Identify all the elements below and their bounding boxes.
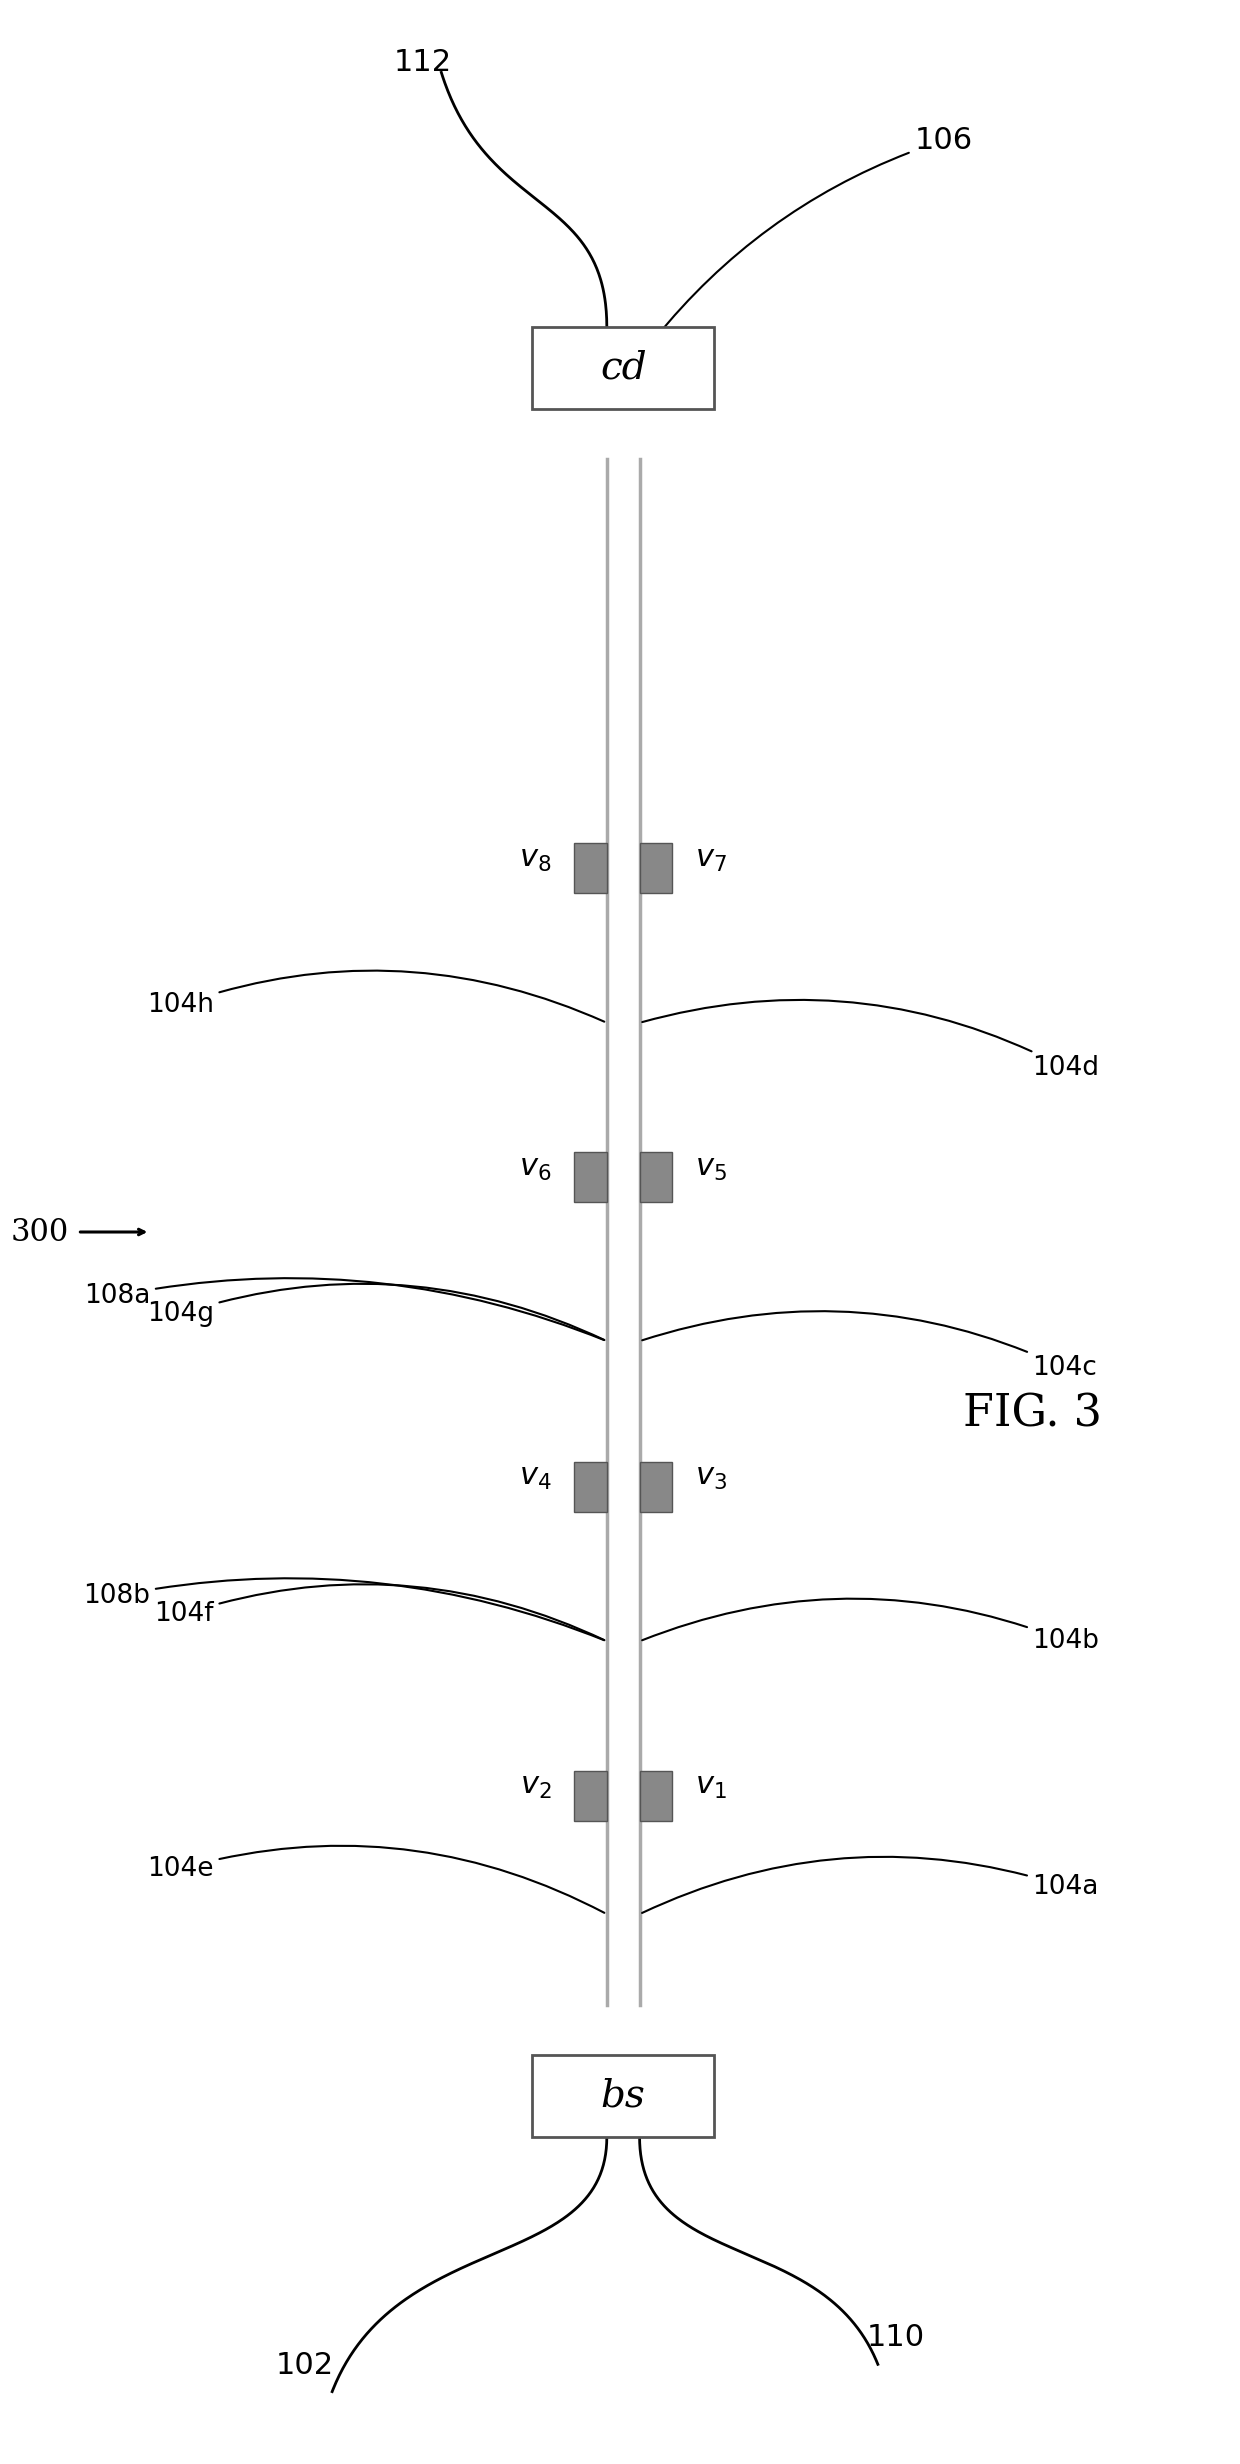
Text: 108a: 108a <box>84 1279 604 1340</box>
FancyBboxPatch shape <box>532 328 714 409</box>
Text: 108b: 108b <box>83 1579 604 1641</box>
Text: 104b: 104b <box>642 1599 1100 1653</box>
Text: 110: 110 <box>867 2324 925 2353</box>
FancyBboxPatch shape <box>640 843 672 894</box>
Text: bs: bs <box>600 2077 646 2114</box>
FancyBboxPatch shape <box>640 1461 672 1513</box>
FancyBboxPatch shape <box>574 1772 606 1821</box>
Text: cd: cd <box>600 350 646 387</box>
FancyBboxPatch shape <box>574 1153 606 1202</box>
Text: FIG. 3: FIG. 3 <box>963 1392 1102 1437</box>
Text: $v_{2}$: $v_{2}$ <box>520 1772 552 1801</box>
Text: $v_{6}$: $v_{6}$ <box>520 1153 552 1183</box>
Text: $v_{8}$: $v_{8}$ <box>520 845 552 875</box>
Text: $v_{4}$: $v_{4}$ <box>518 1464 552 1493</box>
FancyBboxPatch shape <box>640 1153 672 1202</box>
Text: 104d: 104d <box>642 1000 1100 1082</box>
Text: $v_{5}$: $v_{5}$ <box>696 1153 727 1183</box>
FancyBboxPatch shape <box>574 843 606 894</box>
Text: 104g: 104g <box>146 1284 604 1340</box>
Text: 104f: 104f <box>154 1584 604 1641</box>
Text: 112: 112 <box>394 47 453 76</box>
FancyBboxPatch shape <box>574 1461 606 1513</box>
Text: 104e: 104e <box>148 1846 604 1912</box>
Text: $v_{1}$: $v_{1}$ <box>696 1772 727 1801</box>
Text: 102: 102 <box>275 2351 334 2380</box>
FancyBboxPatch shape <box>640 1772 672 1821</box>
Text: $v_{3}$: $v_{3}$ <box>696 1464 727 1493</box>
Text: 104c: 104c <box>642 1311 1097 1382</box>
Text: 106: 106 <box>655 126 972 338</box>
Text: 104h: 104h <box>146 971 604 1023</box>
Text: 300: 300 <box>10 1217 68 1247</box>
Text: $v_{7}$: $v_{7}$ <box>696 845 727 875</box>
FancyBboxPatch shape <box>532 2055 714 2136</box>
Text: 104a: 104a <box>642 1858 1099 1912</box>
